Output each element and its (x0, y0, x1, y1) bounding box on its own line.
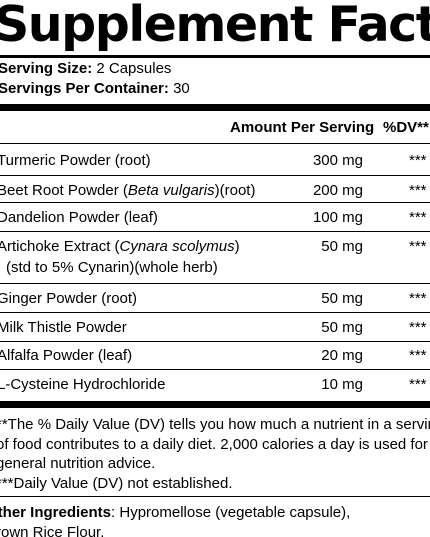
header-row-divider (0, 143, 430, 144)
nutrient-row: Dandelion Powder (leaf) 100 mg *** (0, 208, 430, 227)
nutrient-dv: *** (409, 376, 427, 393)
footer-divider-thick (0, 401, 430, 408)
servings-per-container: Servings Per Container: 30 (0, 80, 190, 98)
nutrient-name: Turmeric Powder (root) (0, 152, 151, 169)
latin-name: Cynara scolymus (119, 238, 235, 255)
nutrient-name: Beet Root Powder (Beta vulgaris)(root) (0, 182, 256, 199)
nutrient-name: Dandelion Powder (leaf) (0, 209, 158, 226)
other-ingredients-text: : Hypromellose (vegetable capsule), (111, 504, 351, 521)
dv-footnote-line: general nutrition advice. (0, 455, 156, 472)
amount-per-serving-header: Amount Per Serving (230, 119, 375, 136)
nutrient-amount: 10 mg (321, 376, 363, 393)
serving-size-label: Serving Size: (0, 60, 93, 77)
nutrient-dv: *** (409, 152, 427, 169)
panel-title: Supplement Facts (0, 0, 430, 53)
nutrient-amount: 50 mg (321, 238, 363, 255)
nutrient-row: Artichoke Extract (Cynara scolymus) (std… (0, 237, 430, 277)
servings-per-container-label: Servings Per Container: (0, 80, 169, 97)
nutrient-name: Ginger Powder (root) (0, 290, 138, 307)
header-divider-thick (0, 104, 430, 111)
ingredients-divider (0, 496, 430, 497)
nutrient-row: L-Cysteine Hydrochloride 10 mg *** (0, 375, 430, 394)
row-divider (0, 283, 430, 284)
dv-footnote-line: of food contributes to a daily diet. 2,0… (0, 436, 428, 453)
row-divider (0, 175, 430, 176)
nutrient-standardization: (std to 5% Cynarin)(whole herb) (6, 259, 218, 276)
nutrient-dv: *** (409, 319, 427, 336)
nutrient-row: Ginger Powder (root) 50 mg *** (0, 289, 430, 308)
nutrient-dv: *** (409, 182, 427, 199)
latin-name: Beta vulgaris (127, 182, 215, 199)
other-ingredients-label: Other Ingredients (0, 504, 112, 521)
other-ingredients-continued: Brown Rice Flour. (0, 524, 105, 537)
nutrient-name: Milk Thistle Powder (0, 319, 127, 336)
daily-value-header: %DV** (383, 119, 429, 136)
nutrient-row: Turmeric Powder (root) 300 mg *** (0, 151, 430, 170)
nutrient-dv: *** (409, 290, 427, 307)
nutrient-dv: *** (409, 209, 427, 226)
nutrient-amount: 300 mg (312, 152, 363, 169)
dv-not-established-footnote: ***Daily Value (DV) not established. (0, 475, 233, 492)
nutrient-amount: 200 mg (312, 182, 363, 199)
nutrient-row: Alfalfa Powder (leaf) 20 mg *** (0, 346, 430, 365)
nutrient-row: Milk Thistle Powder 50 mg *** (0, 318, 430, 337)
nutrient-name: L-Cysteine Hydrochloride (0, 376, 166, 393)
servings-per-container-value: 30 (173, 80, 190, 97)
nutrient-row: Beet Root Powder (Beta vulgaris)(root) 2… (0, 181, 430, 200)
title-divider (0, 55, 430, 58)
nutrient-dv: *** (409, 238, 427, 255)
row-divider (0, 369, 430, 370)
serving-size: Serving Size: 2 Capsules (0, 60, 171, 78)
row-divider (0, 202, 430, 203)
row-divider (0, 312, 430, 313)
nutrient-amount: 50 mg (321, 290, 363, 307)
nutrient-amount: 50 mg (321, 319, 363, 336)
row-divider (0, 341, 430, 342)
nutrient-name: Alfalfa Powder (leaf) (0, 347, 133, 364)
nutrient-amount: 100 mg (312, 209, 363, 226)
row-divider (0, 231, 430, 232)
nutrient-name: Artichoke Extract (Cynara scolymus) (0, 238, 240, 255)
nutrient-amount: 20 mg (321, 347, 363, 364)
serving-size-value: 2 Capsules (96, 60, 172, 77)
other-ingredients: Other Ingredients: Hypromellose (vegetab… (0, 503, 350, 522)
dv-footnote-line: **The % Daily Value (DV) tells you how m… (0, 416, 430, 433)
nutrient-dv: *** (409, 347, 427, 364)
